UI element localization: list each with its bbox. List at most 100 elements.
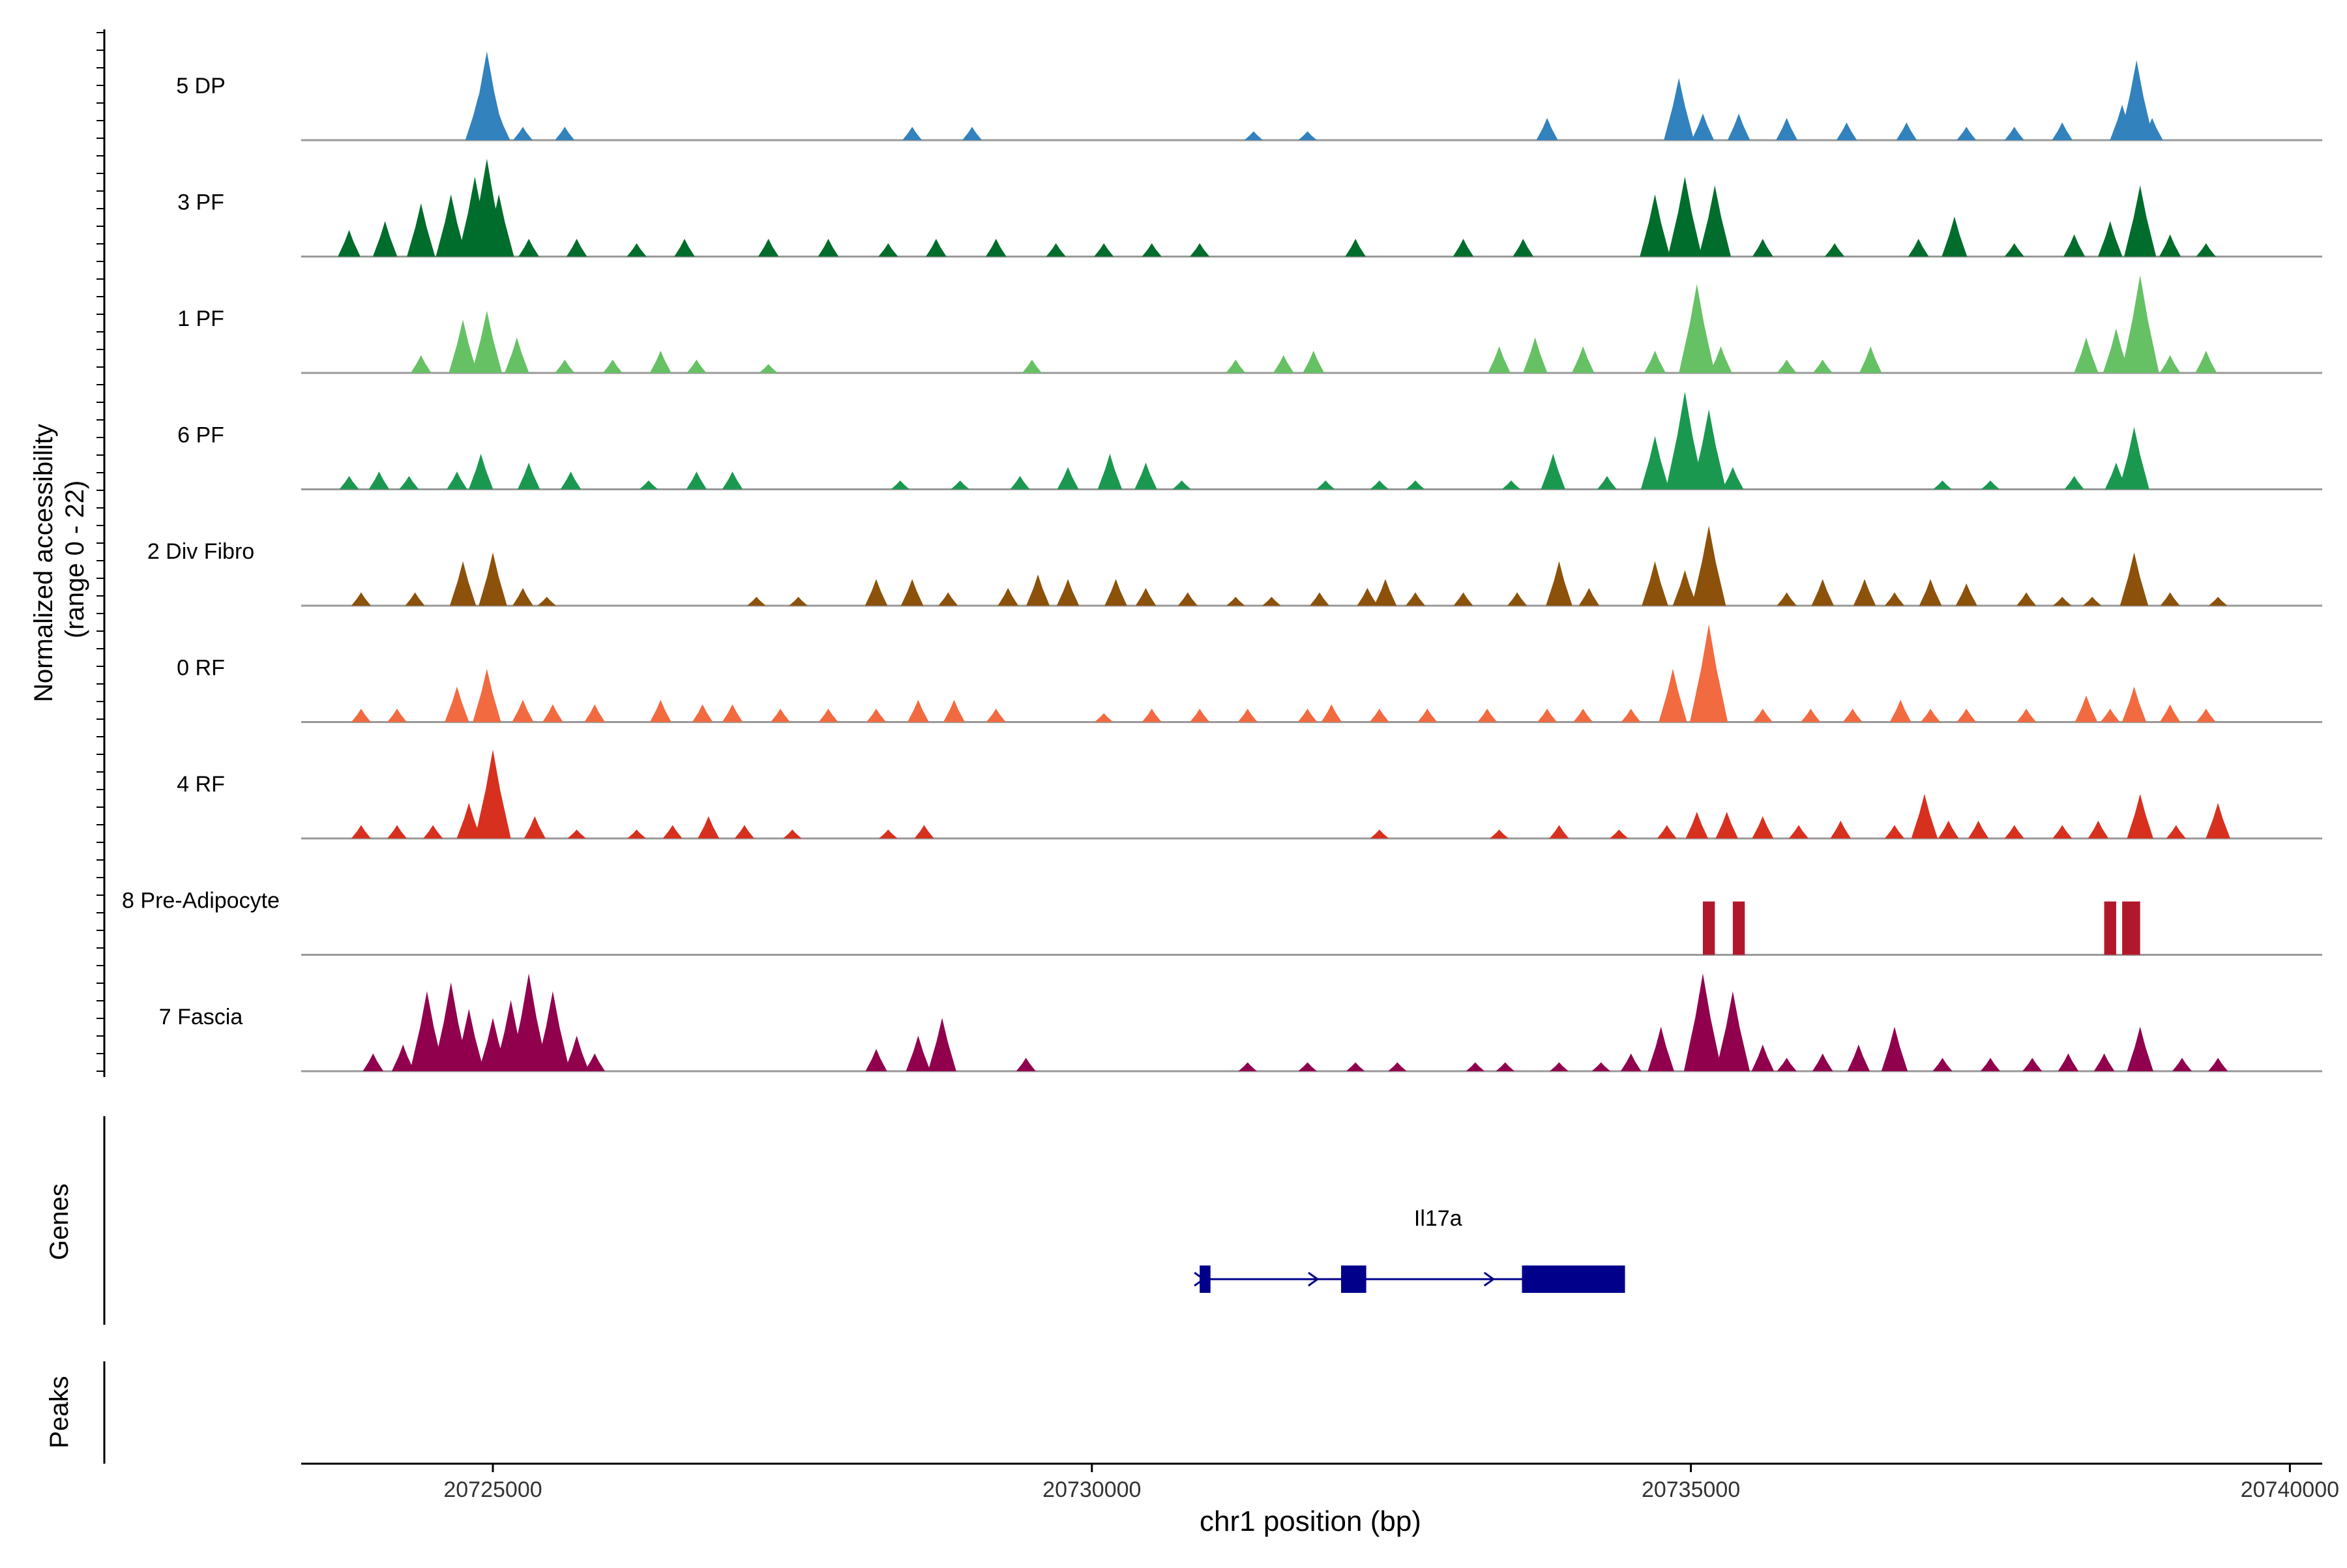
- coverage-peak: [686, 359, 707, 373]
- coverage-peak: [518, 239, 539, 257]
- coverage-peak: [1546, 561, 1572, 606]
- coverage-peak: [1836, 122, 1857, 140]
- coverage-peak: [1679, 284, 1715, 373]
- coverage-peak: [1690, 624, 1728, 722]
- coverage-peak: [1610, 829, 1629, 838]
- coverage-peak: [783, 829, 802, 838]
- track-label: 5 DP: [176, 74, 226, 98]
- coverage-peak: [1889, 700, 1912, 722]
- coverage-peak: [1262, 597, 1281, 606]
- coverage-peak: [449, 319, 477, 373]
- coverage-peak: [692, 704, 713, 722]
- coverage-peak: [339, 476, 359, 490]
- coverage-peak: [1056, 579, 1080, 606]
- coverage-peak: [1715, 991, 1750, 1071]
- coverage-peak: [517, 462, 540, 490]
- coverage-peak: [2159, 355, 2181, 373]
- coverage-peak: [1578, 587, 1600, 606]
- coverage-peak: [1640, 194, 1670, 257]
- coverage-peak: [468, 454, 494, 490]
- x-tick-label: 20740000: [2241, 1477, 2339, 1502]
- coverage-peak: [2208, 1058, 2228, 1071]
- coverage-peak: [2074, 695, 2098, 722]
- y-axis-ticks: [96, 32, 104, 1072]
- strand-arrow: [1308, 1271, 1320, 1287]
- coverage-peak: [473, 668, 501, 722]
- coverage-peak: [1657, 825, 1677, 838]
- track-label: 4 RF: [177, 772, 225, 797]
- coverage-peak: [512, 126, 533, 140]
- coverage-peak: [662, 825, 683, 838]
- coverage-peak: [902, 126, 923, 140]
- coverage-peak: [2093, 1053, 2115, 1071]
- coverage-peak: [997, 587, 1018, 606]
- track-label: 8 Pre-Adipocyte: [122, 889, 280, 913]
- coverage-peak: [471, 310, 502, 373]
- coverage-peak: [1752, 816, 1774, 838]
- coverage-peak: [510, 973, 548, 1071]
- coverage-peak: [1919, 579, 1942, 606]
- coverage-peak: [1751, 1044, 1775, 1071]
- coverage-peak: [584, 704, 605, 722]
- coverage-peak: [435, 194, 466, 257]
- coverage-peak: [627, 243, 647, 257]
- gene-name-label: Il17a: [1414, 1206, 1462, 1231]
- coverage-peak: [1811, 579, 1834, 606]
- coverage-peak: [1142, 243, 1162, 257]
- coverage-peak: [555, 359, 575, 373]
- coverage-peak: [1172, 480, 1191, 490]
- coverage-peak: [362, 1053, 384, 1071]
- gene-model: Il17a: [1194, 1206, 1625, 1293]
- coverage-peak: [1405, 592, 1425, 606]
- coverage-peak: [891, 480, 910, 490]
- coverage-peak: [1777, 592, 1797, 606]
- coverage-peak: [1370, 829, 1389, 838]
- coverage-peak: [2124, 185, 2157, 257]
- coverage-peak: [445, 687, 469, 722]
- coverage-peak: [1541, 454, 1565, 490]
- coverage-peak: [1513, 239, 1534, 257]
- coverage-peak: [2119, 60, 2154, 140]
- coverage-peak: [1388, 1062, 1407, 1071]
- coverage-peak: [475, 749, 511, 838]
- coverage-peak: [1298, 131, 1317, 140]
- coverage-peak: [1453, 239, 1474, 257]
- coverage-peak: [866, 709, 887, 722]
- coverage-peak: [649, 700, 672, 722]
- coverage-peak: [758, 239, 779, 257]
- coverage-peak: [864, 579, 888, 606]
- coverage-peak: [447, 471, 467, 490]
- gene-exon: [1341, 1265, 1366, 1293]
- coverage-peak: [2098, 221, 2123, 257]
- coverage-peak: [2100, 709, 2120, 722]
- coverage-peak: [1490, 829, 1509, 838]
- coverage-peak: [2127, 1026, 2153, 1071]
- coverage-peak: [1237, 709, 1258, 722]
- coverage-peak: [351, 825, 371, 838]
- coverage-peak: [1026, 574, 1050, 606]
- track-label: 1 PF: [177, 306, 224, 331]
- coverage-peak: [1016, 1058, 1036, 1071]
- coverage-peak: [943, 700, 965, 722]
- coverage-peak: [399, 476, 419, 490]
- coverage-peak: [2119, 427, 2149, 490]
- coverage-peak: [1921, 709, 1941, 722]
- coverage-peak: [1709, 346, 1732, 373]
- coverage-peak: [649, 350, 672, 373]
- coverage-peak: [2004, 243, 2024, 257]
- coverage-peak: [387, 709, 407, 722]
- coverage-peak: [986, 709, 1006, 722]
- coverage-peak: [2064, 476, 2084, 490]
- track-label: 3 PF: [177, 190, 224, 215]
- coverage-track: 1 PF: [177, 275, 2322, 374]
- coverage-peak: [479, 552, 507, 606]
- coverage-peak: [1597, 476, 1617, 490]
- x-tick-label: 20725000: [443, 1477, 542, 1502]
- coverage-peak: [1536, 117, 1558, 140]
- track-label: 0 RF: [177, 656, 225, 681]
- coverage-peak: [1859, 346, 1882, 373]
- coverage-peak: [1825, 243, 1845, 257]
- coverage-peak: [1698, 185, 1731, 257]
- coverage-peak: [2196, 709, 2216, 722]
- coverage-peak: [1496, 1062, 1515, 1071]
